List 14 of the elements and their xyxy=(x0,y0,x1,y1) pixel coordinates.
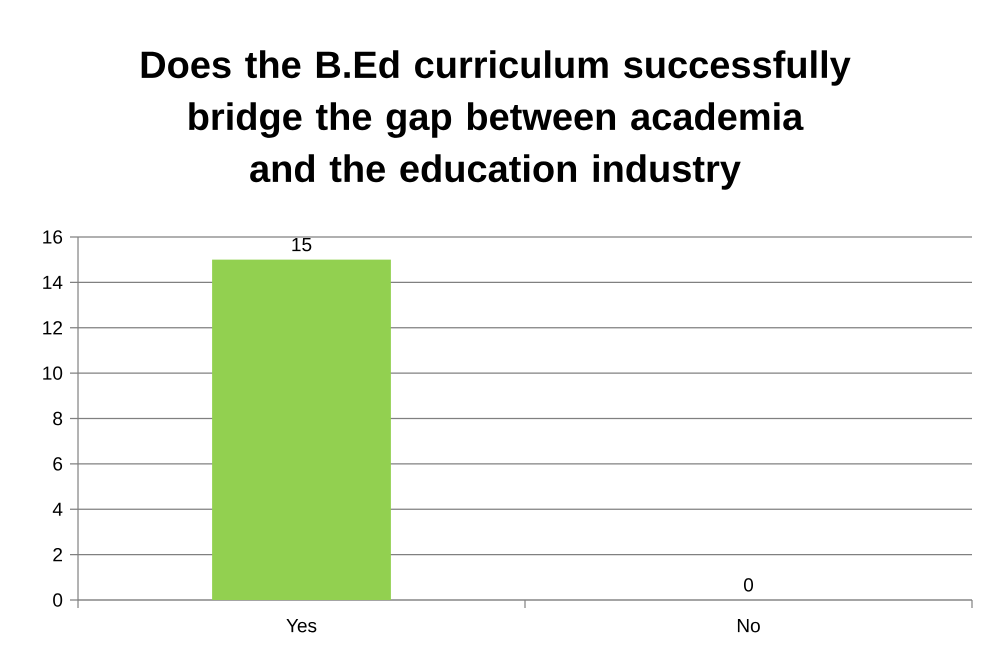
y-tick-label: 0 xyxy=(53,593,62,607)
chart-title: Does the B.Ed curriculum successfully bridge the gap between academia and the education industry xyxy=(142,50,851,190)
x-tick-label: No xyxy=(738,619,760,632)
data-label: 0 xyxy=(744,578,754,592)
y-tick-label: 2 xyxy=(53,548,62,562)
y-tick-label: 16 xyxy=(43,230,62,244)
y-tick-label: 12 xyxy=(43,321,62,334)
data-label: 15 xyxy=(292,238,312,252)
y-tick-label: 10 xyxy=(43,366,62,380)
y-tick-label: 4 xyxy=(52,502,62,516)
x-tick-label: Yes xyxy=(286,619,316,632)
y-tick-label: 8 xyxy=(53,412,62,426)
y-tick-label: 6 xyxy=(53,457,62,471)
y-tick-label: 14 xyxy=(43,276,62,289)
